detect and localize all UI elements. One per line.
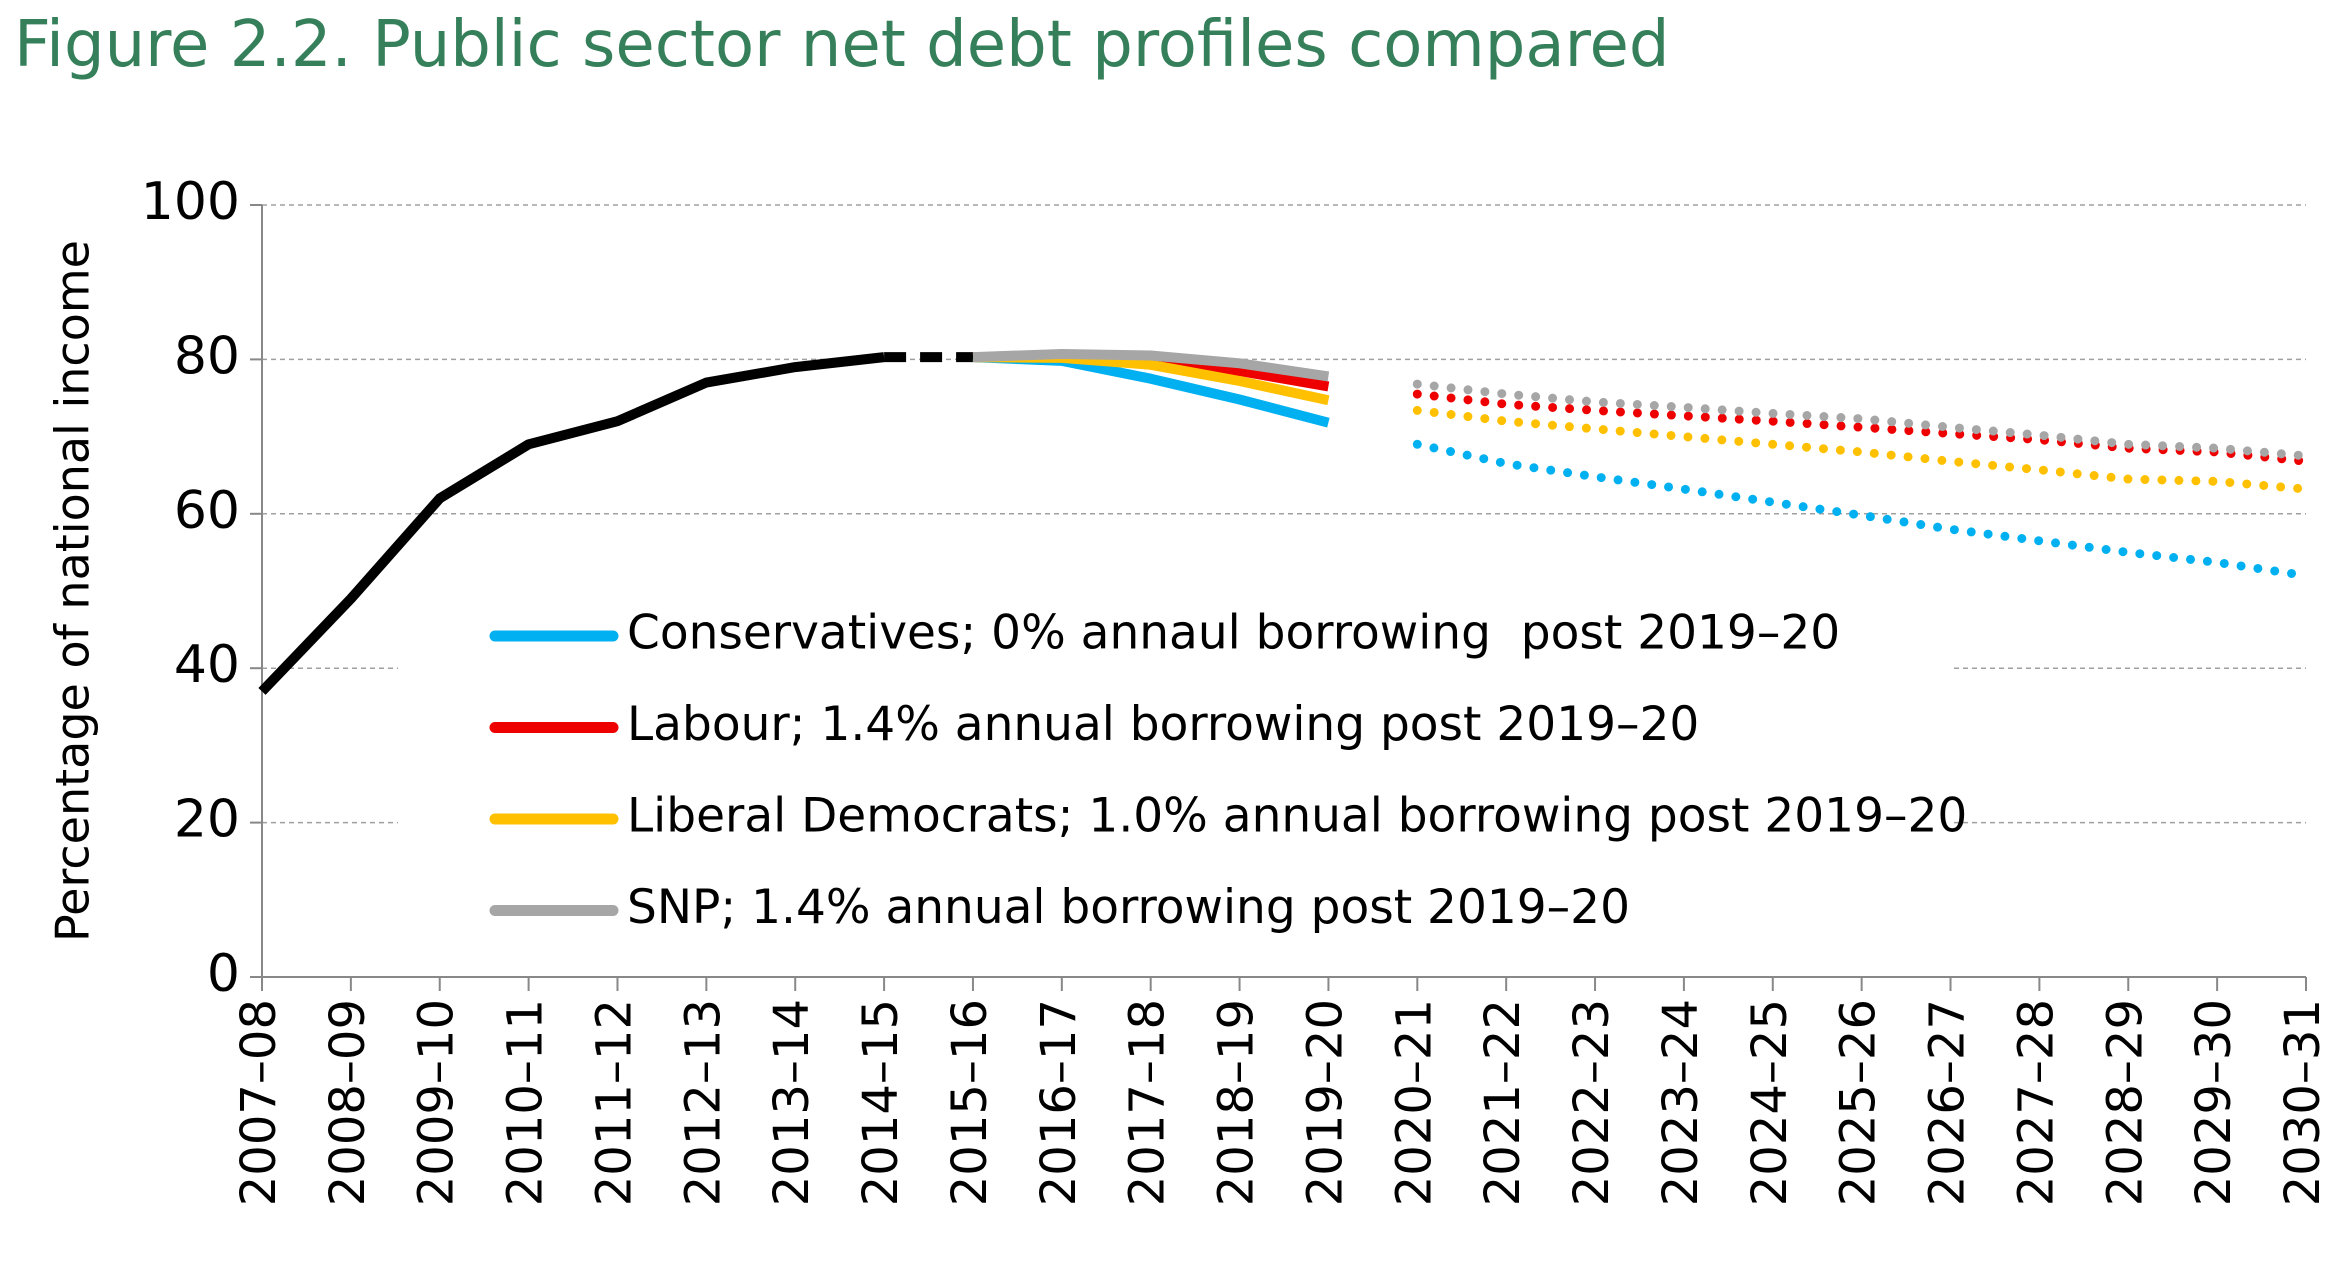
x-tick-label: 2020–21 [1386, 999, 1442, 1206]
series-line [1412, 439, 2311, 581]
x-tick-label: 2010–11 [498, 999, 554, 1206]
y-tick-label: 20 [174, 790, 240, 850]
legend-label: Labour; 1.4% annual borrowing post 2019–… [627, 697, 1699, 752]
y-axis-title: Percentage of national income [46, 240, 100, 942]
y-tick-label: 100 [141, 172, 240, 232]
series-line [1412, 389, 2311, 466]
series-line [1412, 379, 2311, 461]
x-tick-label: 2009–10 [409, 999, 465, 1206]
legend-label: Conservatives; 0% annaul borrowing post … [627, 606, 1840, 661]
x-tick-label: 2007–08 [231, 999, 287, 1206]
series-line [1412, 405, 2311, 494]
x-tick-label: 2023–24 [1653, 999, 1709, 1206]
x-tick-label: 2016–17 [1031, 999, 1087, 1206]
x-tick-label: 2012–13 [675, 999, 731, 1206]
x-tick-label: 2026–27 [1920, 999, 1976, 1206]
x-tick-label: 2025–26 [1831, 999, 1887, 1206]
y-tick-label: 60 [174, 481, 240, 541]
x-tick-label: 2015–16 [942, 999, 998, 1206]
x-tick-label: 2008–09 [320, 999, 376, 1206]
legend-label: SNP; 1.4% annual borrowing post 2019–20 [627, 880, 1630, 935]
x-tick-label: 2029–30 [2186, 999, 2242, 1206]
x-tick-label: 2018–19 [1209, 999, 1265, 1206]
x-tick-label: 2017–18 [1120, 999, 1176, 1206]
x-tick-label: 2019–20 [1297, 999, 1353, 1206]
y-tick-label: 40 [174, 635, 240, 695]
series-line [972, 349, 1330, 382]
x-tick-label: 2011–12 [586, 999, 642, 1206]
x-tick-label: 2022–23 [1564, 999, 1620, 1206]
series-line [258, 352, 885, 695]
legend-label: Liberal Democrats; 1.0% annual borrowing… [627, 789, 1967, 844]
chart-title: Figure 2.2. Public sector net debt profi… [14, 8, 1670, 82]
x-tick-label: 2030–31 [2275, 999, 2331, 1206]
x-tick-label: 2013–14 [764, 999, 820, 1206]
legend-background [398, 588, 1950, 959]
y-tick-label: 0 [207, 944, 240, 1004]
y-tick-label: 80 [174, 326, 240, 386]
x-tick-label: 2024–25 [1742, 999, 1798, 1206]
x-tick-label: 2021–22 [1475, 999, 1531, 1206]
x-tick-label: 2027–28 [2008, 999, 2064, 1206]
x-tick-label: 2028–29 [2097, 999, 2153, 1206]
x-tick-label: 2014–15 [853, 999, 909, 1206]
